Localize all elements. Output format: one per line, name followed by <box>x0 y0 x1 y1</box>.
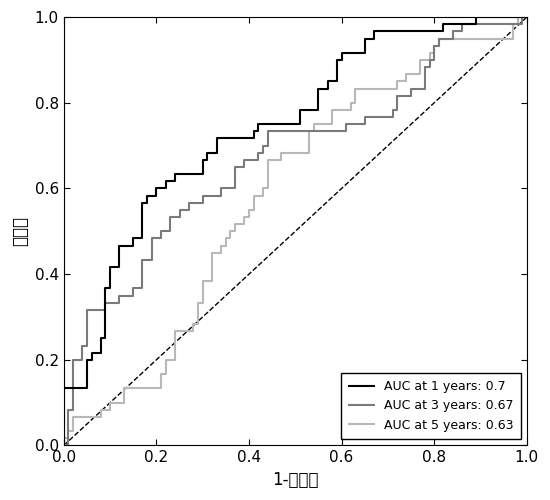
AUC at 3 years: 0.67: (1, 1): 0.67: (1, 1) <box>524 14 530 20</box>
AUC at 1 years: 0.7: (0.71, 0.967): 0.7: (0.71, 0.967) <box>389 28 396 34</box>
AUC at 5 years: 0.63: (0, 0): 0.63: (0, 0) <box>60 442 67 448</box>
AUC at 5 years: 0.63: (0.09, 0.0833): 0.63: (0.09, 0.0833) <box>102 407 109 413</box>
Line: AUC at 1 years: 0.7: AUC at 1 years: 0.7 <box>64 17 527 446</box>
Legend: AUC at 1 years: 0.7, AUC at 3 years: 0.67, AUC at 5 years: 0.63: AUC at 1 years: 0.7, AUC at 3 years: 0.6… <box>341 372 521 439</box>
AUC at 3 years: 0.67: (0.78, 0.85): 0.67: (0.78, 0.85) <box>422 78 428 84</box>
AUC at 1 years: 0.7: (0.18, 0.567): 0.7: (0.18, 0.567) <box>144 200 151 205</box>
AUC at 1 years: 0.7: (0.89, 1): 0.7: (0.89, 1) <box>472 14 479 20</box>
Line: AUC at 3 years: 0.67: AUC at 3 years: 0.67 <box>64 17 527 446</box>
X-axis label: 1-特异性: 1-特异性 <box>272 471 318 489</box>
AUC at 5 years: 0.63: (0.3, 0.383): 0.63: (0.3, 0.383) <box>200 278 206 284</box>
AUC at 1 years: 0.7: (1, 1): 0.7: (1, 1) <box>524 14 530 20</box>
AUC at 3 years: 0.67: (0.23, 0.5): 0.67: (0.23, 0.5) <box>167 228 174 234</box>
AUC at 3 years: 0.67: (0.22, 0.5): 0.67: (0.22, 0.5) <box>162 228 169 234</box>
Y-axis label: 敏感性: 敏感性 <box>11 216 29 246</box>
AUC at 5 years: 0.63: (0.77, 0.867): 0.63: (0.77, 0.867) <box>417 71 424 77</box>
Line: AUC at 5 years: 0.63: AUC at 5 years: 0.63 <box>64 17 527 446</box>
AUC at 5 years: 0.63: (1, 1): 0.63: (1, 1) <box>524 14 530 20</box>
AUC at 5 years: 0.63: (0.76, 0.867): 0.63: (0.76, 0.867) <box>412 71 419 77</box>
AUC at 5 years: 0.63: (0.3, 0.367): 0.63: (0.3, 0.367) <box>200 286 206 292</box>
AUC at 3 years: 0.67: (0.78, 0.833): 0.67: (0.78, 0.833) <box>422 86 428 91</box>
AUC at 1 years: 0.7: (0, 0): 0.7: (0, 0) <box>60 442 67 448</box>
AUC at 3 years: 0.67: (0.02, 0.2): 0.67: (0.02, 0.2) <box>70 357 76 363</box>
AUC at 1 years: 0.7: (0.18, 0.583): 0.7: (0.18, 0.583) <box>144 192 151 198</box>
AUC at 1 years: 0.7: (0.56, 0.833): 0.7: (0.56, 0.833) <box>320 86 326 91</box>
AUC at 1 years: 0.7: (0.05, 0.15): 0.7: (0.05, 0.15) <box>84 378 90 384</box>
AUC at 3 years: 0.67: (0.99, 1): 0.67: (0.99, 1) <box>519 14 525 20</box>
AUC at 3 years: 0.67: (0, 0): 0.67: (0, 0) <box>60 442 67 448</box>
AUC at 5 years: 0.63: (0.98, 1): 0.63: (0.98, 1) <box>514 14 521 20</box>
AUC at 3 years: 0.67: (0.61, 0.75): 0.67: (0.61, 0.75) <box>343 121 350 127</box>
AUC at 1 years: 0.7: (0.7, 0.967): 0.7: (0.7, 0.967) <box>384 28 391 34</box>
AUC at 5 years: 0.63: (0.59, 0.783): 0.63: (0.59, 0.783) <box>334 107 340 113</box>
